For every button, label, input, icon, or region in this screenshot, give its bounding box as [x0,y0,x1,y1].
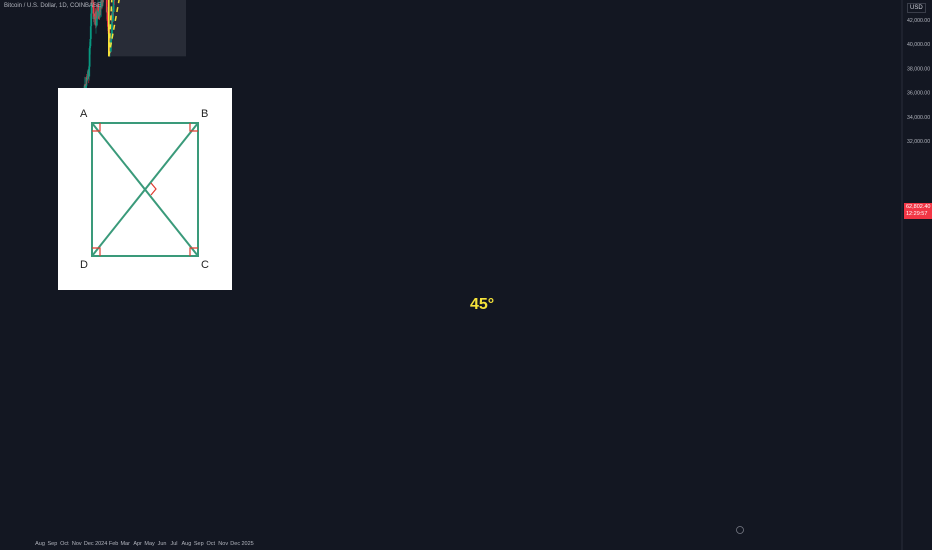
candle-body [96,17,99,19]
x-tick-label: Dec [84,541,94,547]
geometry-inset-image: A B C D [58,88,232,290]
y-tick-label: 38,000.00 [907,66,930,72]
y-tick-label: 42,000.00 [907,18,930,24]
candle-body [91,0,94,5]
label-b: B [201,108,209,120]
last-price-value: 62,802.40 [906,204,931,210]
candle-body [106,11,109,22]
candle-body [95,18,98,26]
x-tick-label: May [144,541,155,547]
candle-body [99,9,101,12]
candle-body [85,77,88,86]
candle-body [113,0,115,2]
candle-body [88,48,91,67]
last-price-tag: 62,802.40 12:29:57 [904,203,932,219]
candle-body [90,13,93,27]
currency-badge[interactable]: USD [907,3,926,13]
center-angle-marker [150,182,157,196]
label-c: C [201,259,209,271]
candle-body [92,2,95,19]
candle-body [89,26,92,39]
candle-body [101,0,104,7]
rectangle-diagonals-diagram [91,122,199,257]
corner-marker-c [189,247,198,256]
x-tick-label: Oct [60,541,69,547]
x-tick-label: Dec [230,541,240,547]
x-tick-label: Sep [48,541,58,547]
x-tick-label: Nov [218,541,228,547]
x-tick-label: Nov [72,541,82,547]
y-tick-label: 32,000.00 [907,139,930,145]
candle-body [97,5,100,12]
x-tick-label: Jul [170,541,177,547]
y-tick-label: 36,000.00 [907,91,930,97]
candle-body [111,13,113,36]
x-tick-label: Aug [35,541,45,547]
x-tick-label: 2024 [95,541,107,547]
candle-body [93,13,96,17]
candle-body [90,5,93,14]
candle-body [86,78,89,80]
candle-body [88,66,91,77]
candle-body [93,16,95,19]
event-marker-icon [736,526,744,534]
symbol-title[interactable]: Bitcoin / U.S. Dollar, 1D, COINBASE [4,3,102,9]
candle-body [111,8,114,22]
diagram-diagonal-bd [91,122,199,257]
x-tick-label: Mar [120,541,130,547]
candle-body [89,46,91,49]
candle-body [105,0,108,13]
label-d: D [80,259,88,271]
candle-body [99,7,102,10]
y-tick-label: 34,000.00 [907,115,930,121]
candle-body [112,1,115,12]
x-tick-label: Jun [158,541,167,547]
diagram-rectangle [91,122,199,257]
bar-countdown: 12:29:57 [906,211,928,217]
x-tick-label: Oct [207,541,216,547]
candle-body [89,38,92,47]
y-tick-label: 40,000.00 [907,42,930,48]
label-a: A [80,108,88,120]
candle-body [110,39,113,41]
x-tick-label: Aug [182,541,192,547]
x-tick-label: Feb [109,541,118,547]
candle-body [96,10,99,18]
x-tick-label: 2025 [241,541,253,547]
candle-body [86,78,89,79]
shaded-region [108,0,186,57]
x-tick-label: Apr [133,541,142,547]
corner-marker-a [92,123,101,132]
corner-marker-d [92,247,101,256]
angle-label: 45° [470,296,494,313]
candle-body [98,10,101,17]
corner-marker-b [189,123,198,132]
x-tick-label: Sep [194,541,204,547]
